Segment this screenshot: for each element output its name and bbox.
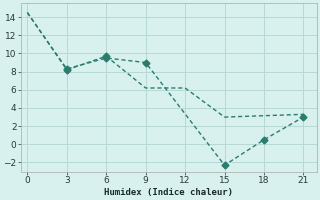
X-axis label: Humidex (Indice chaleur): Humidex (Indice chaleur) <box>104 188 233 197</box>
